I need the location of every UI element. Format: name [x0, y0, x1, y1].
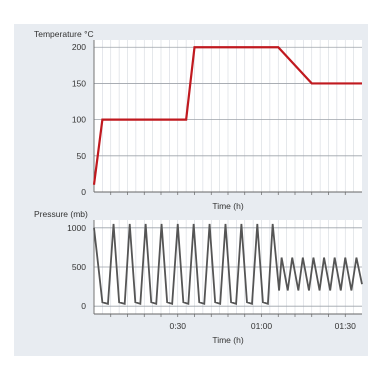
y-tick-label: 500: [72, 262, 86, 272]
x-tick-label: 0:30: [169, 321, 186, 331]
y-tick-label: 1000: [67, 223, 86, 233]
y-axis-title: Temperature °C: [34, 29, 94, 39]
y-tick-label: 100: [72, 115, 86, 125]
x-axis-title: Time (h): [212, 335, 243, 345]
y-tick-label: 150: [72, 78, 86, 88]
x-tick-label: 01:30: [335, 321, 357, 331]
y-tick-label: 0: [81, 187, 86, 197]
x-axis-title: Time (h): [212, 201, 243, 211]
y-tick-label: 200: [72, 42, 86, 52]
series-line: [92, 46, 362, 185]
y-tick-label: 50: [77, 151, 87, 161]
x-tick-label: 01:00: [251, 321, 273, 331]
series-line: [93, 223, 363, 306]
y-tick-label: 0: [81, 301, 86, 311]
y-axis-title: Pressure (mb): [34, 209, 88, 219]
